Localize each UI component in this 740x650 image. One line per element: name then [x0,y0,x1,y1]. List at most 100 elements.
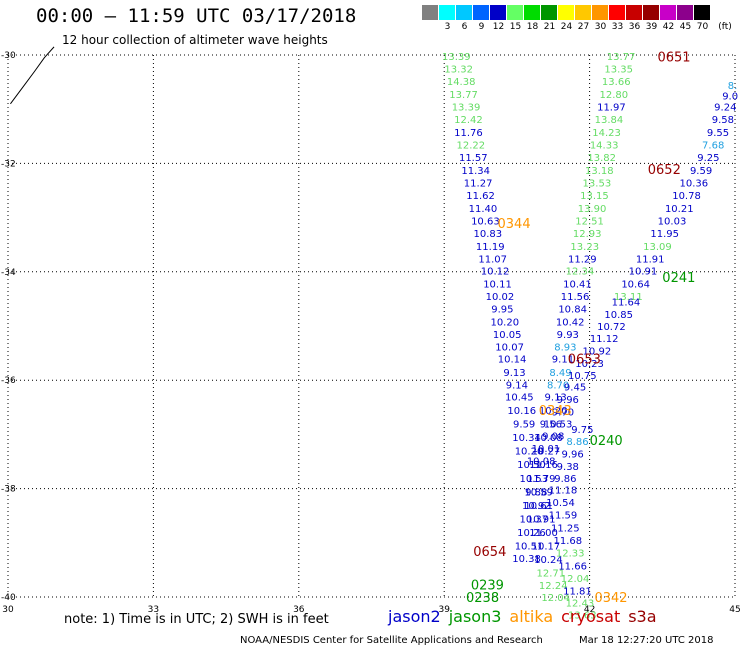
swh-value-label: 10.16 [507,406,536,417]
swh-value-label: 11.27 [464,178,493,189]
swh-value-label: 10.20 [490,318,519,329]
swh-value-label: 10.61 [524,501,553,512]
swh-value-label: 9.95 [491,305,513,316]
swh-value-label: 9.38 [557,462,579,473]
swh-value-label: 9.55 [707,128,729,139]
pass-label: 0654 [473,545,506,560]
swh-value-label: 7.68 [702,140,724,151]
swh-value-label: 13.77 [449,90,478,101]
color-swatch [677,5,694,20]
color-scale-tick: 6 [461,22,468,32]
pass-label: 0240 [590,434,623,449]
color-scale-tick: 39 [645,22,658,32]
swh-value-label: 10.36 [679,178,708,189]
color-scale-tick: 21 [543,22,556,32]
x-tick-label: 45 [729,605,740,615]
swh-value-label: 12.71 [537,569,566,580]
swh-value-label: 13.39 [442,52,471,63]
pass-label: 0343 [539,404,572,419]
color-swatch [592,5,609,20]
color-swatch [490,5,507,20]
swh-value-label: 10.37 [520,514,549,525]
swh-value-label: 9.88 [525,487,547,498]
swh-value-label: 11.07 [478,254,507,265]
color-swatch [643,5,660,20]
swh-value-label: 9.11 [552,355,574,366]
pass-label: 0342 [594,591,627,606]
swh-value-label: 10.24 [534,555,563,566]
swh-value-label: 9.14 [506,381,528,392]
swh-value-label: 13.23 [570,242,599,253]
note-text: note: 1) Time is in UTC; 2) SWH is in fe… [64,612,329,627]
swh-value-label: 9.96 [562,449,584,460]
y-tick-label: -32 [1,159,16,169]
y-tick-label: -30 [1,51,16,61]
legend-altika: altika [509,607,554,626]
swh-value-label: 8. [728,81,738,92]
pass-label: 0651 [657,51,690,66]
swh-value-label: 12.04 [541,593,570,604]
color-swatch [575,5,592,20]
swh-value-label: 10.11 [483,280,512,291]
swh-value-label: 13.18 [585,166,614,177]
swh-value-label: 11.81 [563,586,592,597]
swh-value-label: 14.38 [447,77,476,88]
swh-value-label: 10.41 [563,280,592,291]
swh-value-label: 11.57 [459,153,488,164]
swh-value-label: 8.93 [554,343,576,354]
swh-value-label: 12.43 [566,598,595,609]
swh-value-label: 10.05 [493,330,522,341]
swh-value-label: 10.21 [665,204,694,215]
swh-value-label: 9.45 [564,383,586,394]
swh-value-label: 10.85 [604,310,633,321]
swh-value-label: 10.38 [512,554,541,565]
swh-value-label: 11.76 [454,128,483,139]
swh-value-label: 13.90 [578,204,607,215]
swh-value-label: 10.12 [481,267,510,278]
swh-value-label: 9.13 [503,368,525,379]
swh-value-label: 11.62 [466,191,495,202]
swh-value-label: 10.02 [486,292,515,303]
legend-jason3: jason3 [448,607,502,626]
swh-value-label: 11.18 [549,486,578,497]
swh-value-label: 9.13 [545,392,567,403]
swh-value-label: 13.66 [602,77,631,88]
x-tick-label: 33 [148,605,159,615]
x-tick-label: 39 [438,605,450,615]
color-scale-tick: 30 [594,22,607,32]
swh-value-label: 9.56 [540,420,562,431]
color-scale-tick: 33 [611,22,624,32]
swh-value-label: 10.20 [539,406,568,417]
x-tick-label: 36 [293,605,305,615]
color-swatch [541,5,558,20]
pass-label: 0239 [471,579,504,594]
swh-value-label: 13.53 [583,178,612,189]
color-swatch [507,5,524,20]
swh-value-label: 12.34 [566,267,595,278]
swh-value-label: 11.12 [590,334,619,345]
swh-value-label: 13.11 [614,292,643,303]
x-tick-label: 30 [2,605,14,615]
color-scale-bar [422,5,711,20]
color-swatch [422,5,439,20]
swh-value-label: 11.29 [568,254,597,265]
color-scale-tick: 9 [478,22,485,32]
swh-value-label: 11.56 [561,292,590,303]
color-scale-tick: 45 [679,22,692,32]
pass-label: 0653 [568,353,601,368]
swh-value-label: 10.78 [672,191,701,202]
swh-value-label: 10.59 [524,487,553,498]
swh-value-label: 10.63 [471,216,500,227]
swh-value-label: 10.50 [517,460,546,471]
swh-value-label: 10.51 [515,542,544,553]
swh-value-label: 10.91 [629,267,658,278]
color-swatch [660,5,677,20]
pass-label: 0241 [662,271,695,286]
swh-value-label: 10.64 [621,280,650,291]
color-scale-tick: 36 [628,22,641,32]
swh-value-label: 11.34 [461,166,490,177]
map-title: 00:00 — 11:59 UTC 03/17/2018 [36,5,357,27]
swh-value-label: 10.53 [544,420,573,431]
map-subtitle: 12 hour collection of altimeter wave hei… [62,33,328,47]
swh-value-label: 10.84 [558,305,587,316]
